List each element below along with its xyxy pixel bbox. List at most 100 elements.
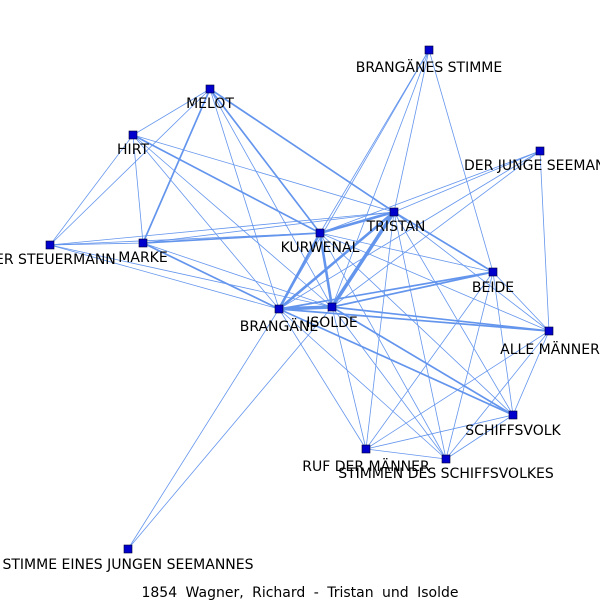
edge-kurwenal-schiffsvolk: [319, 232, 514, 416]
edge-layer: [49, 49, 550, 550]
node-marker[interactable]: [315, 228, 325, 238]
node-layer: BRANGÄNES STIMME MELOT HIRT DER JUNGE SEEMA…: [0, 45, 600, 573]
edge-schiffsvolk-ruf_der_maenner: [365, 414, 514, 450]
graph-caption: 1854 Wagner, Richard - Tristan und Isold…: [141, 585, 458, 600]
node-label: RUF DER MÄNNER: [302, 457, 430, 475]
edge-hirt-isolde: [132, 134, 333, 308]
edge-der_junge_seemann-kurwenal: [319, 150, 541, 234]
node-beide[interactable]: BEIDE: [472, 267, 514, 296]
node-melot[interactable]: MELOT: [186, 84, 234, 112]
edge-kurwenal-stimmen_des_schiffsvolkes: [319, 232, 447, 460]
edge-kurwenal-der_steuermann: [49, 232, 321, 246]
edge-brangaene-stimmen_des_schiffsvolkes: [278, 308, 447, 460]
node-marker[interactable]: [424, 45, 434, 55]
node-isolde[interactable]: ISOLDE: [306, 302, 358, 331]
edge-brangaenes_stimme-beide: [428, 49, 494, 273]
edge-kurwenal-brangaene: [277, 232, 322, 310]
node-label: ISOLDE: [306, 315, 357, 331]
edge-tristan-brangaene: [278, 211, 395, 310]
node-der_junge_seemann[interactable]: DER JUNGE SEEMANN: [464, 146, 600, 174]
edge-hirt-kurwenal: [132, 134, 321, 234]
edge-brangaenes_stimme-brangaene: [278, 49, 430, 310]
node-marke[interactable]: MARKE: [118, 238, 168, 266]
edge-hirt-marke: [132, 134, 144, 244]
edge-tristan-beide: [393, 211, 494, 273]
node-marker[interactable]: [123, 544, 133, 554]
node-schiffsvolk[interactable]: SCHIFFSVOLK: [465, 410, 562, 439]
edge-der_junge_seemann-tristan: [393, 150, 541, 213]
node-label: STIMMEN DES SCHIFFSVOLKES: [338, 466, 554, 482]
node-label: BRANGÄNES STIMME: [356, 58, 502, 76]
node-label: BRANGÄNE: [240, 317, 319, 335]
edge-brangaene-stimme_eines_jungen_seemannes: [127, 308, 280, 550]
node-hirt[interactable]: HIRT: [117, 130, 149, 158]
edge-melot-hirt: [132, 88, 211, 136]
node-label: DER JUNGE SEEMANN: [464, 158, 600, 174]
node-marker[interactable]: [274, 304, 284, 314]
node-kurwenal[interactable]: KURWENAL: [281, 228, 360, 256]
node-label: SCHIFFSVOLK: [465, 423, 561, 439]
edge-melot-brangaene: [209, 88, 280, 310]
edge-kurwenal-isolde: [318, 232, 334, 308]
edge-hirt-brangaene: [132, 134, 280, 310]
edge-alle_maenner-schiffsvolk: [512, 330, 550, 416]
node-stimmen_des_schiffsvolkes[interactable]: STIMMEN DES SCHIFFSVOLKES: [338, 454, 554, 482]
edge-brangaenes_stimme-kurwenal: [319, 49, 430, 234]
node-ruf_der_maenner[interactable]: RUF DER MÄNNER: [302, 444, 430, 475]
edge-tristan-schiffsvolk: [393, 211, 514, 416]
node-marker[interactable]: [544, 326, 554, 336]
node-der_steuermann[interactable]: DER STEUERMANN: [0, 240, 116, 268]
node-brangaene[interactable]: BRANGÄNE: [240, 304, 319, 335]
node-label: STIMME EINES JUNGEN SEEMANNES: [2, 557, 253, 573]
edge-beide-ruf_der_maenner: [365, 271, 494, 450]
edge-der_junge_seemann-brangaene: [278, 150, 541, 310]
node-marker[interactable]: [138, 238, 148, 248]
edge-isolde-alle_maenner: [331, 306, 550, 332]
edge-marke-isolde: [142, 242, 333, 308]
node-marker[interactable]: [488, 267, 498, 277]
edge-melot-isolde: [209, 88, 333, 308]
edge-melot-marke: [142, 88, 211, 244]
edge-beide-schiffsvolk: [492, 271, 514, 416]
edge-der_steuermann-isolde: [49, 244, 333, 308]
edge-ruf_der_maenner-stimmen_des_schiffsvolkes: [365, 448, 447, 460]
edge-melot-der_steuermann: [49, 88, 211, 246]
edge-beide-stimmen_des_schiffsvolkes: [445, 271, 494, 460]
node-tristan[interactable]: TRISTAN: [366, 207, 426, 235]
edge-der_steuermann-marke: [49, 242, 144, 246]
node-label: KURWENAL: [281, 240, 360, 256]
node-label: ALLE MÄNNER: [500, 340, 600, 358]
node-marker[interactable]: [535, 146, 545, 156]
edge-hirt-der_steuermann: [49, 134, 134, 246]
edge-der_junge_seemann-isolde: [331, 150, 541, 308]
node-marker[interactable]: [441, 454, 451, 464]
edge-isolde-stimme_eines_jungen_seemannes: [127, 306, 333, 550]
node-label: DER STEUERMANN: [0, 252, 116, 268]
node-label: HIRT: [117, 142, 149, 158]
node-alle_maenner[interactable]: ALLE MÄNNER: [500, 326, 600, 358]
edge-isolde-schiffsvolk: [331, 306, 514, 416]
node-marker[interactable]: [45, 240, 55, 250]
edge-tristan-alle_maenner: [393, 211, 550, 332]
edge-isolde-ruf_der_maenner: [331, 306, 367, 450]
edge-schiffsvolk-stimmen_des_schiffsvolkes: [445, 414, 514, 460]
node-marker[interactable]: [205, 84, 215, 94]
node-label: MARKE: [118, 250, 167, 266]
edge-beide-brangaene: [278, 271, 494, 310]
edge-marke-brangaene: [142, 242, 280, 310]
node-brangaenes_stimme[interactable]: BRANGÄNES STIMME: [356, 45, 502, 76]
node-marker[interactable]: [327, 302, 337, 312]
node-marker[interactable]: [128, 130, 138, 140]
edge-hirt-tristan: [132, 134, 395, 213]
node-marker[interactable]: [508, 410, 518, 420]
node-label: TRISTAN: [366, 219, 426, 235]
node-marker[interactable]: [361, 444, 371, 454]
node-stimme_eines_jungen_seemannes[interactable]: STIMME EINES JUNGEN SEEMANNES: [2, 544, 254, 573]
node-marker[interactable]: [389, 207, 399, 217]
node-label: MELOT: [186, 96, 234, 112]
edge-tristan-ruf_der_maenner: [365, 211, 395, 450]
edge-der_steuermann-brangaene: [49, 244, 280, 310]
edge-melot-tristan: [209, 88, 395, 213]
edge-tristan-isolde: [330, 211, 396, 308]
